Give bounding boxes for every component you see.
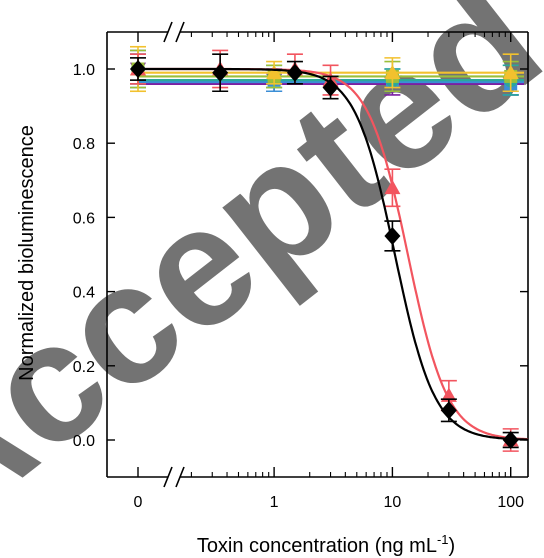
data-point — [286, 63, 303, 82]
fit-line — [138, 67, 529, 441]
data-point — [130, 60, 146, 78]
data-point — [322, 78, 339, 97]
data-point — [502, 431, 519, 449]
y-tick-label: 0.2 — [73, 359, 95, 376]
data-point — [440, 401, 457, 420]
data-point — [384, 226, 401, 245]
x-tick-label: 1 — [270, 494, 279, 511]
x-axis-label-main: Toxin concentration (ng mL — [197, 535, 437, 557]
axis-break-mark — [175, 466, 185, 488]
x-axis-label-close: ) — [449, 535, 456, 557]
x-tick-label: 0 — [134, 494, 143, 511]
x-tick-label: 10 — [384, 494, 402, 511]
axis-break-mark — [175, 21, 185, 43]
series-layer — [130, 45, 529, 452]
data-point — [266, 64, 283, 80]
y-axis-label: Normalized bioluminescence — [16, 125, 38, 381]
x-axis-label-sup: -1 — [437, 532, 449, 547]
axis-break-mark — [163, 21, 173, 43]
x-tick-label: 100 — [497, 494, 524, 511]
data-point — [440, 387, 457, 402]
y-tick-label: 0.6 — [73, 210, 95, 227]
y-tick-label: 0.8 — [73, 136, 95, 153]
y-tick-label: 1.0 — [73, 62, 95, 79]
series — [130, 53, 529, 449]
axis-break-mark — [163, 466, 173, 488]
x-axis-label: Toxin concentration (ng mL-1) — [197, 532, 455, 557]
data-point — [212, 63, 229, 82]
data-point — [384, 64, 401, 80]
y-tick-label: 0.0 — [73, 433, 95, 450]
axis-ticks: 0.0 0.2 0.4 0.6 0.8 1.0 0 1 10 100 — [73, 32, 528, 511]
data-point — [384, 179, 401, 195]
y-tick-label: 0.4 — [73, 285, 95, 302]
data-point — [502, 64, 519, 80]
